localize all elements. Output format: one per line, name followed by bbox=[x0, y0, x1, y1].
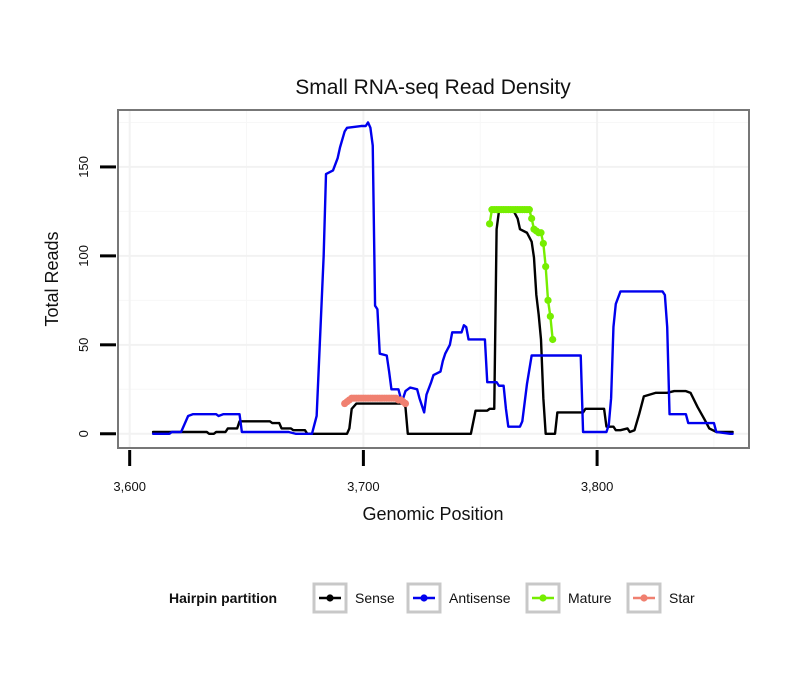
legend: Hairpin partition Sense Antisense Mature Sta… bbox=[169, 582, 695, 614]
chart-title: Small RNA-seq Read Density bbox=[295, 76, 571, 99]
legend-key-point bbox=[539, 594, 547, 602]
legend-key-point bbox=[420, 594, 428, 602]
data-point-mature bbox=[525, 206, 533, 214]
x-axis-tick-label: 3,700 bbox=[347, 479, 380, 494]
legend-title: Hairpin partition bbox=[169, 590, 277, 606]
data-point-mature bbox=[528, 214, 536, 223]
data-point-mature bbox=[542, 262, 550, 271]
data-point-mature bbox=[544, 296, 552, 304]
y-axis-tick-label: 100 bbox=[76, 245, 91, 267]
data-point-mature bbox=[549, 335, 557, 344]
series-line-sense bbox=[151, 208, 734, 435]
legend-item-star: Star bbox=[626, 582, 695, 614]
y-axis-label: Total Reads bbox=[42, 231, 62, 326]
legend-label: Antisense bbox=[449, 590, 511, 606]
legend-key-point bbox=[326, 594, 334, 602]
series-antisense bbox=[151, 121, 734, 435]
y-axis-tick-label: 0 bbox=[76, 430, 91, 437]
y-axis-tick-label: 50 bbox=[76, 338, 91, 352]
data-point-mature bbox=[537, 229, 545, 237]
legend-key-point bbox=[640, 594, 648, 602]
series-layer bbox=[151, 121, 734, 435]
legend-item-antisense: Antisense bbox=[406, 582, 511, 614]
legend-item-mature: Mature bbox=[525, 582, 612, 614]
data-point-mature bbox=[546, 312, 554, 320]
series-star bbox=[341, 394, 410, 408]
axes: 3,600 3,700 3,800 0 50 100 150 bbox=[76, 156, 613, 494]
data-point-mature bbox=[485, 220, 494, 228]
legend-label: Sense bbox=[355, 590, 395, 606]
legend-label: Star bbox=[669, 590, 695, 606]
series-sense bbox=[151, 208, 734, 435]
data-point-star bbox=[401, 399, 410, 408]
legend-label: Mature bbox=[568, 590, 612, 606]
grid-lines bbox=[118, 110, 749, 448]
x-axis-tick-label: 3,800 bbox=[581, 479, 614, 494]
data-point-mature bbox=[539, 239, 547, 248]
y-axis-tick-label: 150 bbox=[76, 156, 91, 178]
x-axis-label: Genomic Position bbox=[362, 504, 503, 524]
legend-item-sense: Sense bbox=[312, 582, 395, 614]
plot-border bbox=[117, 109, 750, 449]
series-line-antisense bbox=[151, 121, 734, 435]
plot-panel bbox=[118, 110, 749, 448]
series-mature bbox=[485, 206, 557, 344]
x-axis-tick-label: 3,600 bbox=[113, 479, 146, 494]
